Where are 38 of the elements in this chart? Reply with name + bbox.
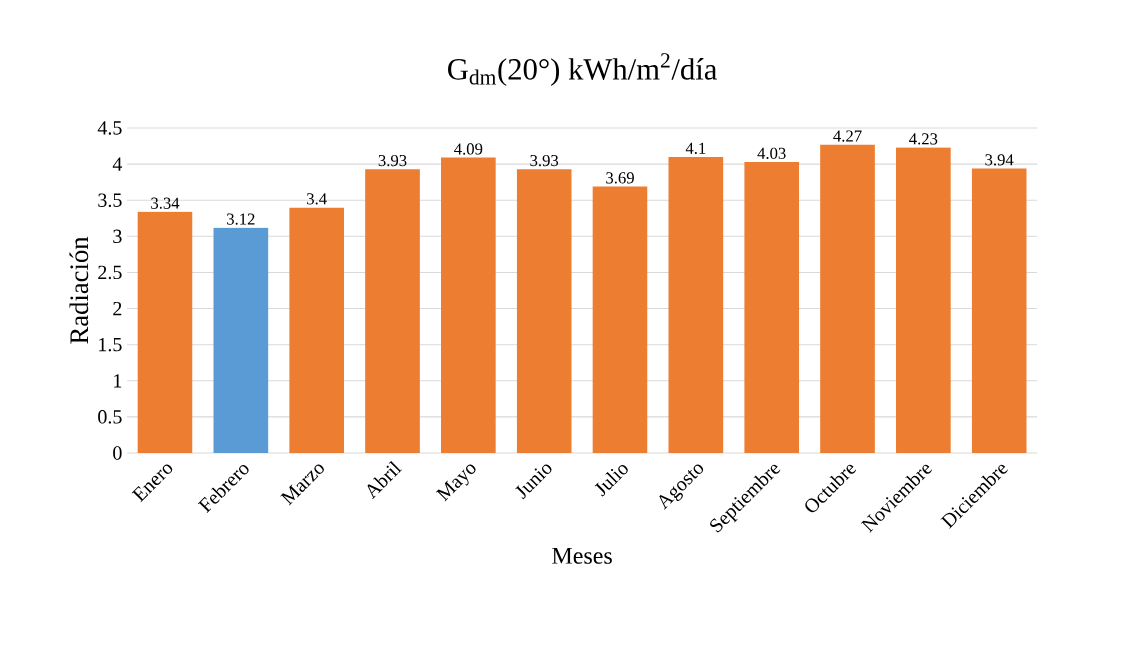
data-label: 3.94 bbox=[985, 154, 1014, 166]
bar bbox=[289, 207, 345, 453]
y-tick-label: 2.5 bbox=[98, 265, 122, 280]
bar bbox=[516, 169, 572, 453]
data-label: 4.23 bbox=[909, 133, 938, 145]
bar bbox=[896, 147, 951, 453]
bar bbox=[668, 156, 724, 453]
data-label: 3.12 bbox=[227, 213, 255, 225]
bar bbox=[213, 227, 269, 453]
y-tick-label: 3 bbox=[113, 229, 122, 244]
y-tick-label: 1 bbox=[114, 374, 122, 388]
chart-title: G$_{dm}$(20°) kWh/m$^{2}$/día bbox=[448, 53, 717, 86]
y-axis-title: Radiación bbox=[69, 236, 89, 344]
data-label: 4.03 bbox=[757, 147, 786, 160]
bar bbox=[971, 168, 1027, 453]
data-label: 3.93 bbox=[530, 154, 559, 167]
y-tick-label: 0.5 bbox=[98, 410, 122, 424]
data-label: 3.69 bbox=[606, 172, 634, 184]
x-tick-label: Julio bbox=[594, 464, 628, 497]
bar bbox=[820, 144, 875, 453]
y-tick-label: 0 bbox=[113, 446, 122, 460]
bar bbox=[441, 157, 496, 453]
data-label: 4.09 bbox=[454, 143, 483, 155]
y-tick-label: 4.5 bbox=[97, 121, 122, 135]
data-label: 4.27 bbox=[833, 130, 862, 142]
y-tick-label: 3.5 bbox=[98, 193, 122, 207]
x-axis-title: Meses bbox=[552, 547, 612, 564]
bar bbox=[592, 186, 648, 453]
data-label: 3.93 bbox=[378, 154, 407, 167]
data-label: 4.1 bbox=[685, 142, 706, 154]
bar bbox=[744, 161, 800, 453]
y-tick-label: 1.5 bbox=[99, 337, 122, 352]
y-tick-label: 2 bbox=[113, 301, 122, 316]
bar bbox=[137, 211, 193, 453]
bar bbox=[365, 169, 420, 453]
y-tick-label: 4 bbox=[112, 157, 123, 171]
data-label: 3.34 bbox=[151, 197, 180, 209]
data-label: 3.4 bbox=[307, 193, 327, 205]
